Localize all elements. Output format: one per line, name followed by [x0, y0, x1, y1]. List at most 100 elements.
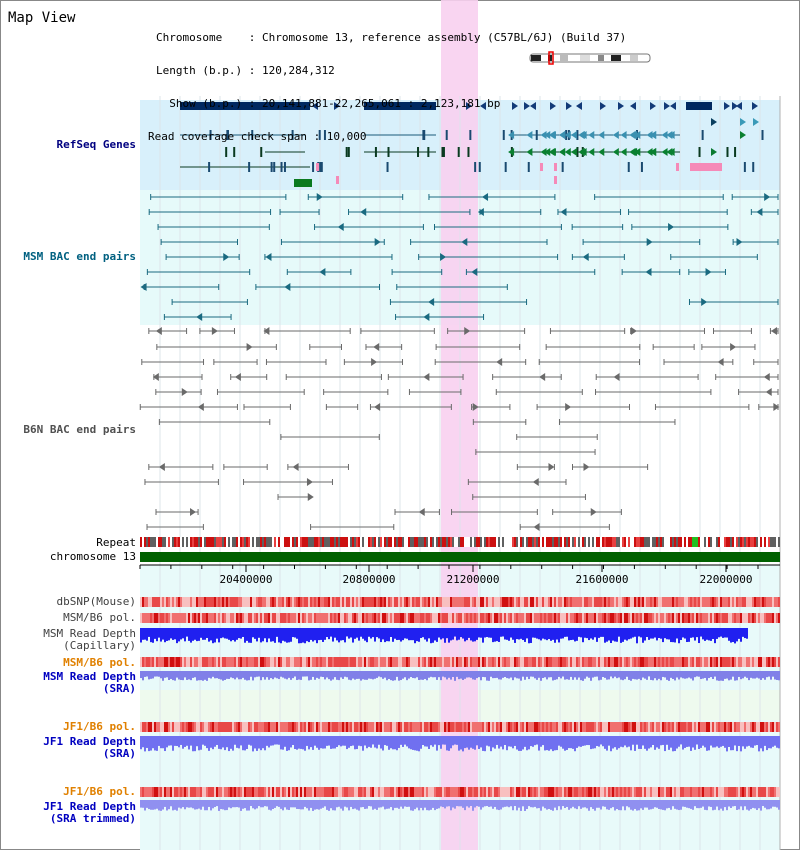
msm-capillary-depth-bar — [566, 628, 568, 637]
msm-b6-pol-mark — [234, 613, 236, 623]
msm-b6-pol-mark — [286, 613, 288, 623]
repeat-mark — [538, 537, 540, 547]
jf1-sra-depth-bar — [262, 736, 264, 749]
map-view-title: Map View — [8, 10, 76, 26]
jf1-sra-depth-bar — [230, 736, 232, 749]
track-label-refseq[interactable]: RefSeq Genes — [56, 138, 136, 151]
jf1-trim-depth-bar — [758, 800, 760, 809]
msm-sra-depth-bar — [278, 671, 280, 680]
msm-b6-pol-sra-mark — [754, 657, 756, 667]
msm-capillary-depth-bar — [344, 628, 346, 643]
jf1-trim-depth-bar — [470, 800, 472, 807]
msm-b6-pol-sra-mark — [610, 657, 612, 667]
repeat-mark — [546, 537, 548, 547]
msm-b6-pol-sra-mark — [252, 657, 254, 667]
jf1-b6-pol-trim-mark — [162, 787, 164, 797]
msm-b6-pol-sra-mark — [632, 657, 634, 667]
dbsnp-mark — [520, 597, 522, 607]
msm-sra-depth-bar — [476, 671, 478, 679]
msm-b6-pol-mark — [282, 613, 284, 623]
jf1-b6-pol-trim-mark — [746, 787, 748, 797]
track-label-b6n-bac[interactable]: B6N BAC end pairs — [23, 423, 136, 436]
jf1-b6-pol-trim-mark — [498, 787, 500, 797]
jf1-b6-pol-mark — [738, 722, 740, 732]
msm-capillary-depth-bar — [484, 628, 486, 638]
jf1-b6-pol-mark — [560, 722, 562, 732]
jf1-trim-depth-bar — [644, 800, 646, 808]
refseq-gene-arrow — [650, 131, 657, 139]
dbsnp-mark — [216, 597, 218, 607]
repeat-mark — [268, 537, 270, 547]
jf1-b6-pol-mark — [708, 722, 710, 732]
jf1-sra-depth-bar — [502, 736, 504, 750]
msm-sra-depth-bar — [666, 671, 668, 680]
repeat-mark — [442, 537, 444, 547]
dbsnp-mark — [298, 597, 300, 607]
jf1-b6-pol-mark — [724, 722, 726, 732]
exon — [701, 130, 704, 140]
track-label-msm-bac[interactable]: MSM BAC end pairs — [23, 250, 136, 263]
jf1-b6-pol-trim-mark — [260, 787, 262, 797]
dbsnp-mark — [694, 597, 696, 607]
msm-capillary-depth-bar — [166, 628, 168, 641]
msm-sra-depth-bar — [508, 671, 510, 679]
jf1-b6-pol-mark — [742, 722, 744, 732]
msm-b6-pol-mark — [490, 613, 492, 623]
dbsnp-mark — [316, 597, 318, 607]
dbsnp-mark — [586, 597, 588, 607]
jf1-trim-depth-bar — [638, 800, 640, 811]
msm-b6-pol-sra-mark — [364, 657, 366, 667]
msm-sra-depth-bar — [620, 671, 622, 680]
repeat-mark — [498, 537, 500, 547]
jf1-trim-depth-bar — [564, 800, 566, 809]
dbsnp-mark — [266, 597, 268, 607]
repeat-mark — [688, 537, 690, 547]
dbsnp-mark — [530, 597, 532, 607]
msm-sra-depth-bar — [334, 671, 336, 678]
jf1-trim-depth-bar — [164, 800, 166, 807]
jf1-b6-pol-mark — [250, 722, 252, 732]
repeat-mark — [372, 537, 374, 547]
msm-sra-depth-bar — [638, 671, 640, 679]
dbsnp-mark — [724, 597, 726, 607]
jf1-b6-pol-trim-mark — [196, 787, 198, 797]
repeat-mark — [444, 537, 446, 547]
msm-sra-depth-bar — [596, 671, 598, 677]
msm-capillary-depth-bar — [440, 628, 442, 640]
jf1-trim-depth-bar — [178, 800, 180, 808]
msm-b6-pol-sra-mark — [432, 657, 434, 667]
jf1-b6-pol-mark — [444, 722, 446, 732]
repeat-mark — [594, 537, 596, 547]
msm-b6-pol-mark — [162, 613, 164, 623]
jf1-b6-pol-trim-mark — [188, 787, 190, 797]
refseq-gene-arrow — [752, 102, 758, 110]
info-line-length: Length (b.p.) : 120,284,312 — [156, 64, 335, 77]
msm-sra-depth-bar — [712, 671, 714, 680]
repeat-mark — [596, 537, 598, 547]
msm-sra-depth-bar — [516, 671, 518, 679]
dbsnp-mark — [674, 597, 676, 607]
msm-capillary-depth-bar — [526, 628, 528, 639]
jf1-b6-pol-mark — [614, 722, 616, 732]
jf1-trim-depth-bar — [730, 800, 732, 808]
jf1-b6-pol-mark — [484, 722, 486, 732]
msm-sra-depth-bar — [170, 671, 172, 679]
msm-sra-depth-bar — [338, 671, 340, 681]
jf1-b6-pol-trim-mark — [374, 787, 376, 797]
jf1-sra-depth-bar — [166, 736, 168, 748]
jf1-b6-pol-trim-mark — [494, 787, 496, 797]
jf1-b6-pol-trim-mark — [554, 787, 556, 797]
jf1-sra-depth-bar — [182, 736, 184, 749]
msm-capillary-depth-bar — [236, 628, 238, 640]
msm-capillary-depth-bar — [372, 628, 374, 638]
dbsnp-mark — [658, 597, 660, 607]
dbsnp-mark — [176, 597, 178, 607]
jf1-trim-depth-bar — [258, 800, 260, 807]
repeat-mark — [730, 537, 732, 547]
jf1-sra-depth-bar — [234, 736, 236, 745]
msm-capillary-depth-bar — [162, 628, 164, 640]
jf1-b6-pol-mark — [576, 722, 578, 732]
jf1-b6-pol-trim-mark — [704, 787, 706, 797]
msm-b6-pol-sra-mark — [226, 657, 228, 667]
